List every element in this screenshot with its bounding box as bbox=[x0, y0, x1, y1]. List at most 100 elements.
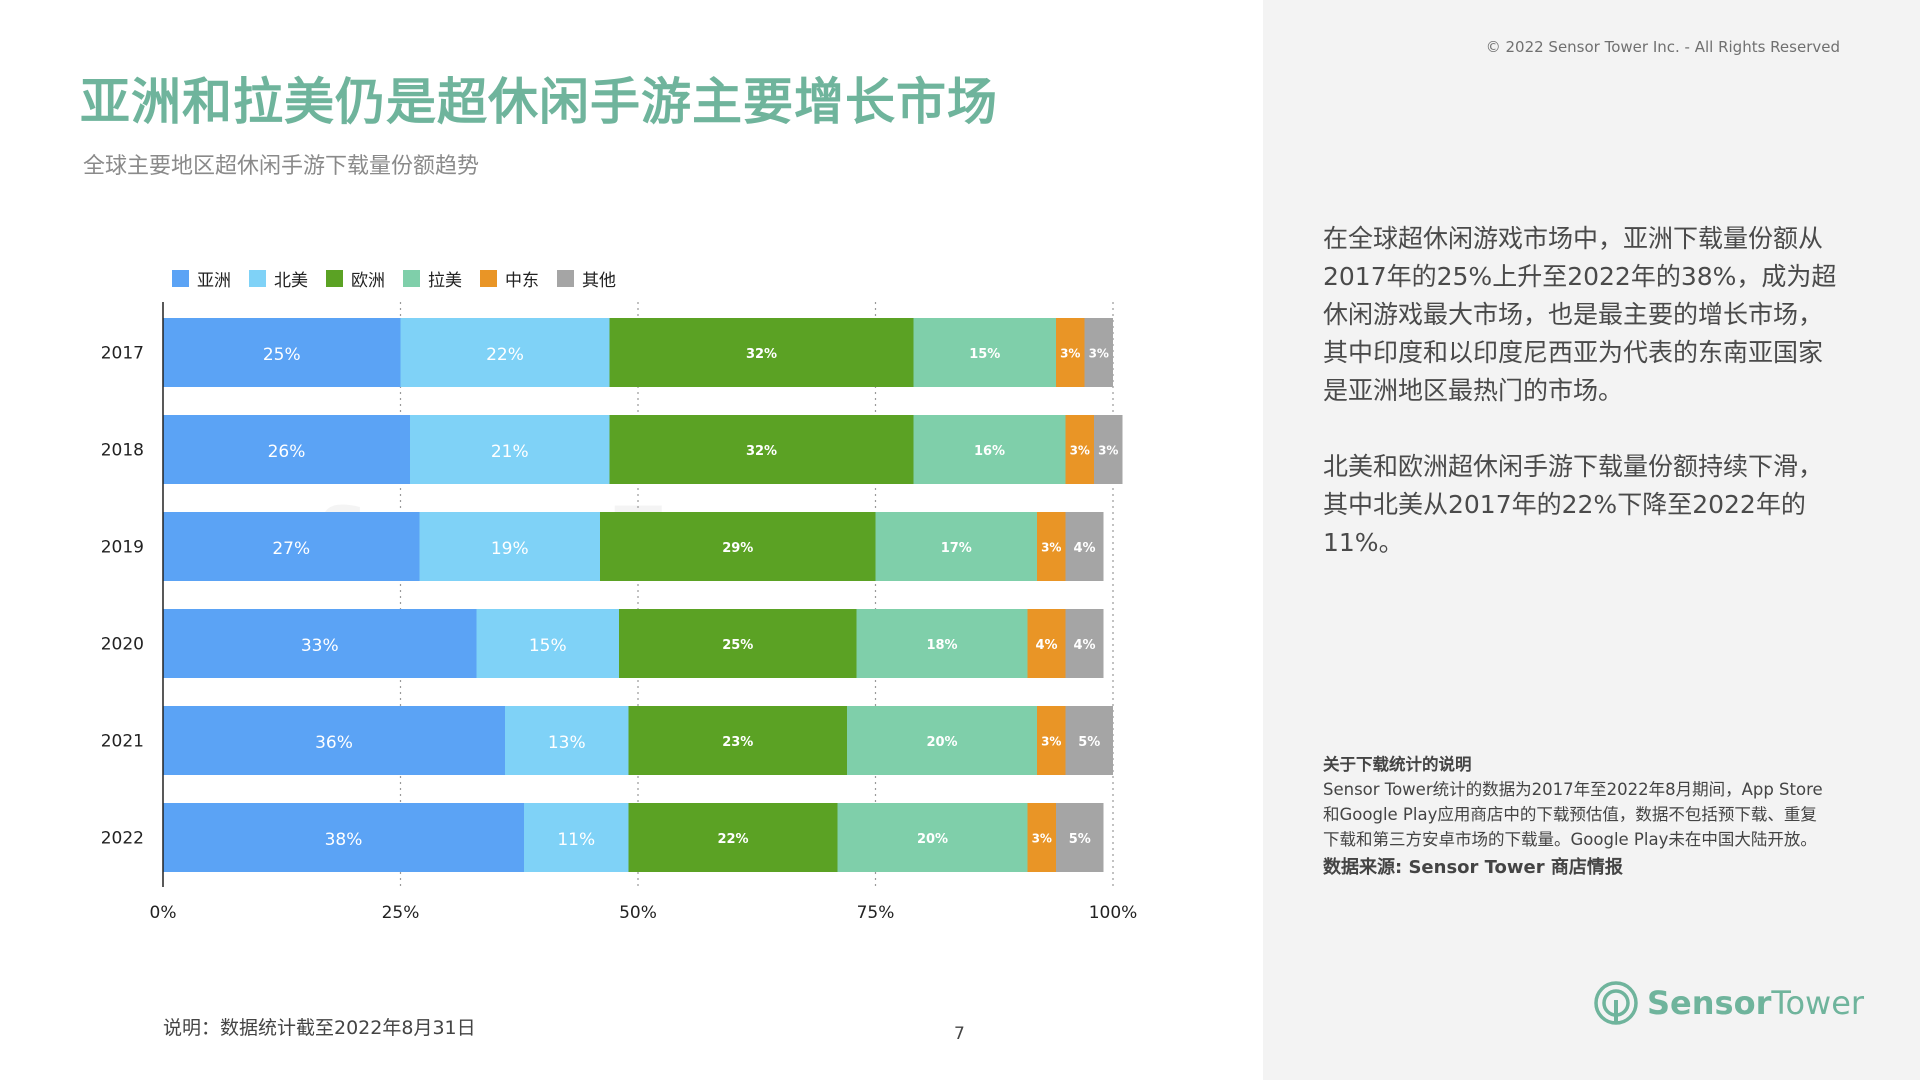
bar-segment bbox=[609, 318, 914, 387]
data-label: 33% bbox=[301, 636, 339, 656]
brand-name-part2: Tower bbox=[1771, 984, 1865, 1022]
bar-segment bbox=[913, 415, 1066, 484]
commentary-paragraph-2: 北美和欧洲超休闲手游下载量份额持续下滑，其中北美从2017年的22%下降至202… bbox=[1323, 452, 1824, 557]
y-category-label: 2018 bbox=[101, 441, 144, 461]
data-label: 21% bbox=[491, 442, 529, 462]
data-label: 22% bbox=[717, 832, 748, 847]
page-title: 亚洲和拉美仍是超休闲手游主要增长市场 bbox=[80, 73, 998, 131]
data-label: 29% bbox=[722, 541, 753, 556]
data-label: 11% bbox=[557, 830, 595, 850]
legend-item-2: 欧洲 bbox=[326, 266, 385, 291]
data-label: 27% bbox=[272, 539, 310, 559]
bar-segment bbox=[1094, 415, 1123, 484]
bar-segment bbox=[524, 803, 629, 872]
data-label: 5% bbox=[1078, 735, 1100, 750]
bar-segment bbox=[163, 318, 401, 387]
data-label: 5% bbox=[1069, 832, 1091, 847]
data-source: 数据来源: Sensor Tower 商店情报 bbox=[1323, 857, 1623, 878]
data-label: 17% bbox=[941, 541, 972, 556]
bar-segment bbox=[1037, 706, 1066, 775]
legend-item-4: 中东 bbox=[480, 266, 539, 291]
data-label: 3% bbox=[1060, 347, 1080, 361]
bar-segment bbox=[163, 415, 410, 484]
legend-swatch bbox=[403, 270, 420, 287]
data-label: 36% bbox=[315, 733, 353, 753]
data-label: 3% bbox=[1098, 444, 1118, 458]
x-tick-label: 25% bbox=[382, 903, 420, 923]
bar-segment bbox=[628, 706, 847, 775]
brand-name-part1: Sensor bbox=[1647, 984, 1772, 1022]
bar-segment bbox=[476, 609, 619, 678]
legend-swatch bbox=[249, 270, 266, 287]
data-label: 3% bbox=[1070, 444, 1090, 458]
data-label: 26% bbox=[268, 442, 306, 462]
page-number: 7 bbox=[954, 1024, 965, 1044]
legend-item-3: 拉美 bbox=[403, 266, 462, 291]
bar-segment bbox=[163, 609, 477, 678]
legend-label: 亚洲 bbox=[197, 271, 231, 291]
bar-segment bbox=[600, 512, 876, 581]
legend-label: 拉美 bbox=[428, 271, 462, 291]
commentary-paragraph-1: 在全球超休闲游戏市场中，亚洲下载量份额从2017年的25%上升至2022年的38… bbox=[1323, 224, 1837, 405]
bar-segment bbox=[410, 415, 610, 484]
bar-segment bbox=[163, 512, 420, 581]
x-tick-label: 0% bbox=[150, 903, 177, 923]
bar-segment bbox=[400, 318, 610, 387]
data-label: 16% bbox=[974, 444, 1005, 459]
legend-label: 北美 bbox=[274, 271, 308, 291]
y-category-label: 2020 bbox=[101, 635, 144, 655]
brand-logo: SensorTower bbox=[1593, 980, 1864, 1026]
legend-swatch bbox=[557, 270, 574, 287]
data-label: 32% bbox=[746, 444, 777, 459]
data-label: 20% bbox=[917, 832, 948, 847]
bar-segment bbox=[1065, 512, 1104, 581]
data-label: 4% bbox=[1073, 541, 1095, 556]
copyright-text: © 2022 Sensor Tower Inc. - All Rights Re… bbox=[1485, 38, 1840, 56]
data-label: 22% bbox=[486, 345, 524, 365]
bar-segment bbox=[913, 318, 1056, 387]
bar-segment bbox=[837, 803, 1028, 872]
footnote: 说明：数据统计截至2022年8月31日 bbox=[163, 1017, 476, 1039]
note-body: Sensor Tower统计的数据为2017年至2022年8月期间，App St… bbox=[1323, 780, 1823, 849]
bar-segment bbox=[875, 512, 1037, 581]
note-title: 关于下载统计的说明 bbox=[1323, 755, 1472, 774]
legend-item-5: 其他 bbox=[557, 266, 616, 291]
data-label: 25% bbox=[263, 345, 301, 365]
data-label: 23% bbox=[722, 735, 753, 750]
legend-item-0: 亚洲 bbox=[172, 266, 231, 291]
bar-segment bbox=[1027, 609, 1066, 678]
bar-segment bbox=[1056, 803, 1104, 872]
sensor-tower-logo-icon bbox=[1594, 981, 1638, 1025]
bar-segment bbox=[505, 706, 629, 775]
right-panel bbox=[1263, 0, 1920, 1080]
bar-segment bbox=[1037, 512, 1066, 581]
data-label: 3% bbox=[1041, 735, 1061, 749]
bar-segment bbox=[163, 706, 505, 775]
page-subtitle: 全球主要地区超休闲手游下载量份额趋势 bbox=[83, 154, 480, 179]
legend-item-1: 北美 bbox=[249, 266, 308, 291]
data-label: 3% bbox=[1041, 541, 1061, 555]
bar-segment bbox=[1084, 318, 1113, 387]
data-label: 3% bbox=[1032, 832, 1052, 846]
y-category-label: 2021 bbox=[101, 732, 144, 752]
x-tick-label: 50% bbox=[619, 903, 657, 923]
bar-segment bbox=[1027, 803, 1056, 872]
bar-segment bbox=[628, 803, 838, 872]
legend-label: 中东 bbox=[505, 271, 539, 291]
x-tick-label: 75% bbox=[857, 903, 895, 923]
data-label: 38% bbox=[325, 830, 363, 850]
y-category-label: 2019 bbox=[101, 538, 144, 558]
bar-segment bbox=[619, 609, 857, 678]
data-label: 4% bbox=[1073, 638, 1095, 653]
legend-label: 欧洲 bbox=[351, 271, 385, 291]
legend-label: 其他 bbox=[582, 271, 616, 291]
legend-swatch bbox=[172, 270, 189, 287]
bar-segment bbox=[1065, 609, 1104, 678]
download-stats-note: 关于下载统计的说明 Sensor Tower统计的数据为2017年至2022年8… bbox=[1323, 752, 1828, 880]
data-label: 18% bbox=[926, 638, 957, 653]
bar-segment bbox=[609, 415, 914, 484]
legend-swatch bbox=[480, 270, 497, 287]
y-category-label: 2022 bbox=[101, 829, 144, 849]
y-category-label: 2017 bbox=[101, 344, 144, 364]
bar-segment bbox=[163, 803, 524, 872]
